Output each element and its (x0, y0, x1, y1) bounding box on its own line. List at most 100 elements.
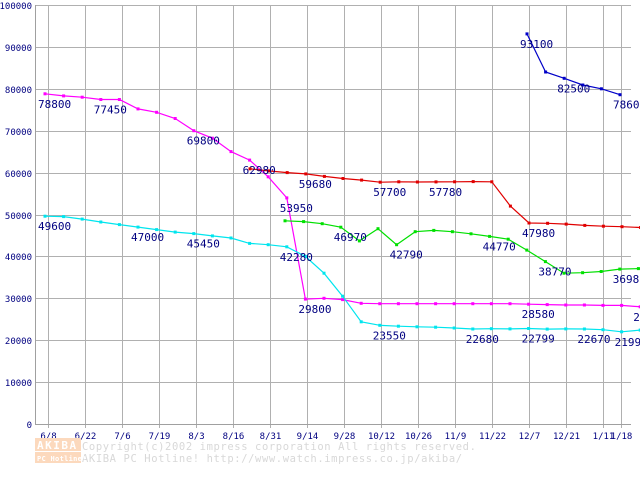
x-axis-tick-label: 8/31 (260, 432, 282, 442)
data-point-marker (173, 230, 177, 234)
data-point-marker (341, 177, 345, 180)
data-point-value-label: 49600 (38, 220, 71, 233)
data-point-marker (618, 267, 622, 271)
data-point-marker (582, 303, 586, 307)
akiba-logo-sub-background (35, 452, 81, 463)
data-point-marker (229, 236, 233, 240)
data-point-marker (620, 330, 624, 334)
akiba-logo-background (35, 438, 81, 451)
y-axis-tick-label: 20000 (5, 337, 32, 347)
data-point-marker (397, 180, 401, 184)
data-point-marker (432, 228, 436, 232)
watermark: Copyright(c)2002 impress corporation All… (35, 438, 477, 465)
data-point-marker (117, 223, 121, 227)
x-axis-tick-label: 9/28 (334, 432, 356, 442)
data-point-marker (302, 220, 306, 224)
data-point-marker (285, 171, 289, 175)
data-point-marker (99, 220, 103, 224)
data-point-marker (229, 150, 233, 154)
data-point-value-label: 93100 (520, 38, 553, 51)
data-point-marker (43, 92, 47, 96)
data-point-marker (359, 301, 363, 305)
data-point-value-label: 36980 (613, 273, 640, 286)
data-point-marker (601, 328, 605, 332)
data-point-marker (396, 302, 400, 306)
data-point-marker (136, 225, 140, 229)
data-point-value-label: 47000 (131, 231, 164, 244)
data-point-marker (581, 83, 585, 87)
data-point-value-label: 82500 (557, 82, 590, 95)
data-point-marker (266, 175, 270, 179)
data-point-marker (322, 271, 326, 275)
data-point-marker (283, 219, 287, 223)
data-point-marker (266, 243, 270, 247)
y-axis-tick-label: 100000 (0, 2, 32, 12)
data-point-marker (80, 95, 84, 99)
grid-layer (35, 5, 631, 428)
data-point-marker (453, 180, 457, 184)
data-point-marker (527, 302, 531, 306)
data-point-marker (117, 98, 121, 101)
data-point-marker (155, 228, 159, 232)
series-line-blue-series (526, 33, 621, 96)
x-axis-tick-label: 8/16 (223, 432, 245, 442)
data-point-value-label: 29800 (298, 303, 331, 316)
data-point-marker (320, 222, 324, 226)
data-point-marker (636, 267, 640, 271)
y-axis-tick-label: 80000 (5, 86, 32, 96)
data-point-marker (544, 70, 548, 74)
y-axis-tick-label: 50000 (5, 212, 32, 222)
data-point-marker (564, 303, 568, 307)
data-point-value-label: 78800 (38, 98, 71, 111)
x-axis-tick-label: 12/21 (553, 432, 580, 442)
data-point-marker (583, 223, 587, 227)
data-point-marker (452, 326, 456, 330)
data-point-value-label: 77450 (94, 104, 127, 117)
y-axis-tick-label: 0 (27, 421, 32, 431)
data-point-value-label: 53950 (280, 202, 313, 215)
series-layer (43, 32, 640, 334)
data-point-marker (508, 302, 512, 306)
data-point-marker (285, 196, 289, 200)
x-axis-tick-label: 10/12 (368, 432, 395, 442)
data-point-marker (527, 327, 531, 330)
data-point-marker (546, 221, 550, 225)
data-point-marker (43, 214, 47, 218)
watermark-line-1: Copyright(c)2002 impress corporation All… (82, 441, 477, 453)
data-point-marker (395, 243, 399, 247)
data-point-value-label: 28580 (522, 308, 555, 321)
data-point-marker (136, 107, 140, 111)
data-point-marker (341, 298, 345, 302)
data-point-marker (62, 94, 66, 98)
data-point-marker (415, 302, 419, 306)
data-point-value-label: 45450 (187, 238, 220, 251)
y-axis-tick-label: 30000 (5, 295, 32, 305)
data-point-marker (638, 328, 640, 332)
y-axis-labels: 0 10000 20000 30000 40000 50000 60000 70000 8000… (0, 2, 32, 431)
data-point-labels: 78800 77450 69800 62980 53950 29800 28580 27980… (38, 38, 640, 349)
data-point-marker (601, 303, 605, 307)
x-axis-tick-label: 8/3 (188, 432, 204, 442)
data-point-marker (360, 178, 364, 182)
data-point-value-label: 38770 (538, 266, 571, 279)
data-point-marker (359, 320, 363, 324)
data-point-value-label: 21999 (615, 336, 640, 349)
data-point-marker (210, 234, 214, 238)
data-point-value-label: 69800 (187, 135, 220, 148)
series-line-green-series (284, 220, 640, 274)
data-point-value-label: 27980 (633, 311, 640, 324)
data-point-marker (248, 158, 252, 162)
data-point-marker (489, 302, 493, 306)
data-point-marker (434, 180, 438, 184)
x-axis-tick-label: 11/22 (479, 432, 506, 442)
x-axis-tick-label: 1/11 (593, 432, 615, 442)
data-point-marker (599, 270, 603, 273)
data-point-marker (490, 180, 494, 184)
data-point-value-label: 62980 (243, 164, 276, 177)
data-point-marker (543, 260, 547, 264)
data-point-marker (248, 167, 252, 171)
data-point-marker (378, 323, 382, 327)
data-point-marker (471, 180, 475, 184)
